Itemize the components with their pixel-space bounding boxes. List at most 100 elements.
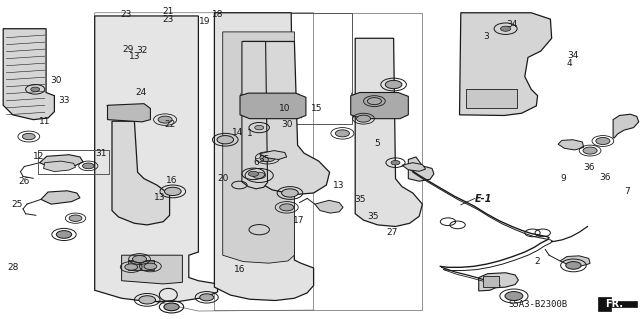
Text: 31: 31 [95, 149, 107, 158]
Circle shape [139, 296, 156, 304]
Bar [466, 89, 517, 108]
Polygon shape [560, 256, 590, 266]
Text: 29: 29 [122, 45, 134, 54]
Text: 36: 36 [599, 173, 611, 182]
Text: 32: 32 [136, 46, 148, 55]
Polygon shape [315, 200, 343, 213]
Circle shape [500, 26, 511, 31]
Circle shape [260, 154, 275, 162]
Circle shape [367, 98, 381, 105]
Text: 21: 21 [163, 7, 174, 16]
Polygon shape [40, 155, 83, 168]
Text: 24: 24 [135, 88, 147, 97]
Text: 23: 23 [163, 15, 174, 24]
Text: 33: 33 [58, 96, 70, 105]
Polygon shape [479, 273, 518, 291]
Text: 30: 30 [281, 120, 292, 129]
Polygon shape [122, 255, 182, 284]
Polygon shape [242, 41, 268, 189]
Text: 14: 14 [232, 128, 244, 137]
Text: 30: 30 [51, 76, 62, 85]
Polygon shape [41, 191, 80, 204]
Text: 22: 22 [164, 120, 175, 129]
Circle shape [596, 137, 610, 145]
Text: 13: 13 [129, 52, 140, 61]
Polygon shape [259, 151, 287, 160]
Circle shape [132, 256, 147, 263]
Polygon shape [243, 41, 330, 195]
Polygon shape [44, 161, 76, 172]
Text: 6: 6 [253, 158, 259, 167]
Circle shape [253, 172, 266, 179]
Polygon shape [112, 121, 170, 225]
Circle shape [83, 163, 94, 169]
Text: 19: 19 [199, 17, 211, 26]
Text: 2: 2 [535, 257, 540, 266]
Text: E-1: E-1 [475, 194, 492, 204]
Text: 4: 4 [567, 59, 572, 68]
Circle shape [125, 264, 138, 270]
Circle shape [22, 133, 35, 140]
Polygon shape [214, 13, 314, 300]
Text: 25: 25 [11, 200, 22, 209]
Polygon shape [240, 93, 306, 119]
Circle shape [31, 87, 40, 92]
Text: 16: 16 [234, 265, 246, 274]
Circle shape [56, 231, 72, 238]
Text: S5A3-B2300B: S5A3-B2300B [508, 300, 567, 309]
Polygon shape [355, 38, 422, 226]
Text: 9: 9 [561, 174, 566, 183]
Bar [128, 260, 154, 270]
Circle shape [356, 115, 371, 122]
Circle shape [158, 116, 172, 123]
Circle shape [385, 80, 402, 89]
Text: 13: 13 [333, 181, 345, 189]
Text: 26: 26 [19, 177, 30, 186]
Polygon shape [460, 13, 552, 115]
Bar [483, 276, 499, 287]
Text: 3: 3 [484, 32, 489, 41]
Text: 15: 15 [311, 104, 323, 113]
Text: 13: 13 [154, 193, 166, 202]
Polygon shape [613, 114, 639, 138]
Polygon shape [3, 29, 54, 120]
Text: 17: 17 [293, 216, 305, 225]
Circle shape [280, 204, 294, 211]
Text: 12: 12 [33, 152, 44, 161]
Text: 23: 23 [120, 11, 132, 19]
Polygon shape [351, 93, 408, 119]
Text: 34: 34 [506, 20, 518, 29]
Circle shape [566, 262, 581, 269]
Circle shape [583, 147, 597, 154]
Text: 5: 5 [375, 139, 380, 148]
Polygon shape [408, 157, 434, 181]
Text: 34: 34 [567, 51, 579, 60]
Text: 35: 35 [259, 155, 270, 164]
Circle shape [164, 187, 181, 196]
Circle shape [200, 294, 214, 301]
Text: 35: 35 [367, 212, 379, 221]
Text: 20: 20 [217, 174, 228, 183]
Circle shape [255, 125, 264, 130]
Text: FR.: FR. [605, 299, 623, 309]
Circle shape [144, 263, 157, 270]
Bar [38, 150, 109, 174]
Text: 16: 16 [166, 176, 177, 185]
Bar [218, 13, 352, 124]
Polygon shape [95, 16, 218, 301]
Text: 10: 10 [279, 104, 291, 113]
Text: 7: 7 [625, 187, 630, 196]
Text: 18: 18 [212, 10, 223, 19]
Text: 27: 27 [386, 228, 397, 237]
Circle shape [248, 171, 259, 176]
Circle shape [335, 130, 349, 137]
Polygon shape [558, 140, 584, 150]
Text: 11: 11 [39, 117, 51, 126]
Circle shape [282, 189, 298, 197]
Text: 36: 36 [583, 163, 595, 172]
Text: 1: 1 [247, 130, 252, 138]
Circle shape [69, 215, 82, 221]
Circle shape [164, 303, 179, 311]
Text: 35: 35 [355, 195, 366, 204]
Circle shape [217, 136, 234, 144]
